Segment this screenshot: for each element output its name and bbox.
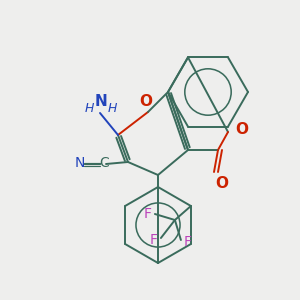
- Text: N: N: [94, 94, 107, 110]
- Text: F: F: [144, 207, 152, 221]
- Text: F: F: [150, 233, 158, 247]
- Text: O: O: [140, 94, 152, 109]
- Text: N: N: [75, 156, 85, 170]
- Text: O: O: [215, 176, 229, 191]
- Text: H: H: [84, 103, 94, 116]
- Text: O: O: [236, 122, 248, 137]
- Text: F: F: [184, 235, 192, 249]
- Text: C: C: [99, 156, 109, 170]
- Text: H: H: [107, 103, 117, 116]
